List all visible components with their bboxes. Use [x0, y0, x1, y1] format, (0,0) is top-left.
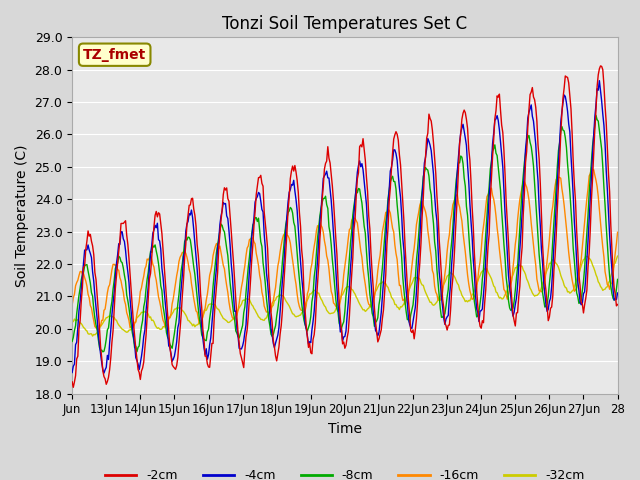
Title: Tonzi Soil Temperatures Set C: Tonzi Soil Temperatures Set C [222, 15, 467, 33]
Text: TZ_fmet: TZ_fmet [83, 48, 147, 62]
Legend: -2cm, -4cm, -8cm, -16cm, -32cm: -2cm, -4cm, -8cm, -16cm, -32cm [100, 464, 589, 480]
Y-axis label: Soil Temperature (C): Soil Temperature (C) [15, 144, 29, 287]
X-axis label: Time: Time [328, 422, 362, 436]
